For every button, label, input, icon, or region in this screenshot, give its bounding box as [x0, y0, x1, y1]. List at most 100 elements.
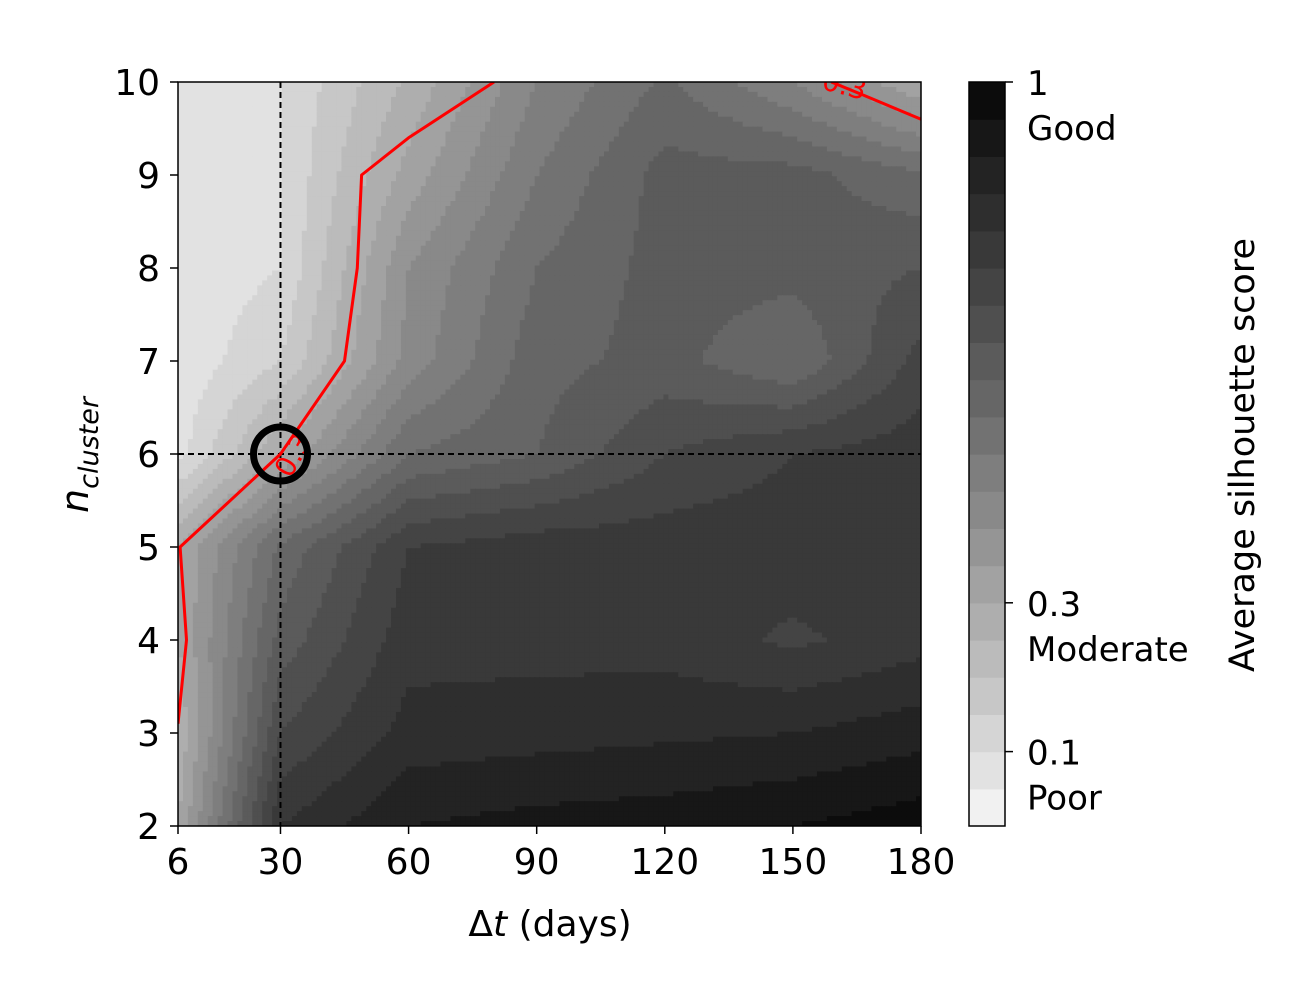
contour-cell [391, 82, 397, 88]
contour-cell [535, 146, 541, 152]
contour-cell [564, 92, 570, 98]
contour-cell [401, 171, 407, 177]
contour-cell [782, 236, 788, 242]
contour-cell [361, 122, 367, 128]
contour-cell [881, 151, 887, 157]
contour-cell [683, 221, 689, 227]
contour-cell [644, 92, 650, 98]
contour-cell [847, 127, 853, 133]
contour-cell [465, 132, 471, 138]
contour-cell [703, 221, 709, 227]
contour-cell [401, 122, 407, 128]
contour-cell [366, 241, 372, 247]
contour-cell [629, 186, 635, 192]
contour-cell [535, 211, 541, 217]
contour-cell [242, 146, 248, 152]
contour-cell [753, 132, 759, 138]
contour-cell [758, 176, 764, 182]
contour-cell [723, 132, 729, 138]
contour-cell [223, 231, 229, 237]
contour-cell [441, 216, 447, 222]
contour-cell [569, 231, 575, 237]
contour-cell [644, 87, 650, 93]
contour-cell [881, 176, 887, 182]
contour-cell [530, 92, 536, 98]
contour-cell [416, 191, 422, 197]
contour-cell [589, 171, 595, 177]
contour-cell [431, 241, 437, 247]
contour-cell [782, 231, 788, 237]
contour-cell [658, 151, 664, 157]
contour-cell [718, 166, 724, 172]
contour-cell [733, 127, 739, 133]
contour-cell [644, 226, 650, 232]
contour-cell [758, 196, 764, 202]
contour-cell [748, 211, 754, 217]
contour-cell [847, 137, 853, 143]
contour-cell [554, 82, 560, 88]
contour-cell [381, 87, 387, 93]
contour-cell [554, 181, 560, 187]
contour-cell [609, 201, 615, 207]
contour-cell [857, 181, 863, 187]
contour-cell [530, 216, 536, 222]
contour-cell [337, 146, 343, 152]
contour-cell [748, 231, 754, 237]
contour-cell [525, 216, 531, 222]
contour-cell [589, 191, 595, 197]
contour-cell [619, 211, 625, 217]
contour-cell [673, 82, 679, 88]
contour-cell [847, 122, 853, 128]
contour-cell [436, 127, 442, 133]
contour-cell [411, 216, 417, 222]
contour-cell [198, 236, 204, 242]
contour-cell [792, 132, 798, 138]
contour-cell [738, 146, 744, 152]
contour-cell [658, 122, 664, 128]
contour-cell [733, 97, 739, 103]
contour-cell [891, 151, 897, 157]
contour-cell [673, 112, 679, 118]
contour-cell [658, 82, 664, 88]
contour-cell [683, 97, 689, 103]
contour-cell [327, 206, 333, 212]
contour-cell [896, 161, 902, 167]
contour-cell [748, 201, 754, 207]
contour-cell [807, 87, 813, 93]
contour-cell [782, 166, 788, 172]
contour-cell [322, 146, 328, 152]
contour-cell [673, 236, 679, 242]
contour-cell [639, 191, 645, 197]
contour-cell [247, 181, 253, 187]
contour-cell [505, 241, 511, 247]
contour-cell [886, 156, 892, 162]
contour-cell [406, 146, 412, 152]
contour-cell [802, 196, 808, 202]
contour-cell [480, 161, 486, 167]
contour-cell [688, 151, 694, 157]
contour-cell [341, 166, 347, 172]
contour-cell [802, 191, 808, 197]
contour-cell [807, 216, 813, 222]
contour-cell [515, 161, 521, 167]
contour-cell [545, 221, 551, 227]
contour-cell [351, 122, 357, 128]
contour-cell [267, 211, 273, 217]
contour-cell [237, 137, 243, 143]
contour-cell [807, 221, 813, 227]
contour-cell [223, 176, 229, 182]
contour-cell [515, 82, 521, 88]
contour-cell [361, 151, 367, 157]
contour-cell [441, 211, 447, 217]
contour-cell [827, 107, 833, 113]
contour-cell [436, 176, 442, 182]
contour-cell [337, 107, 343, 113]
contour-cell [470, 181, 476, 187]
contour-cell [455, 82, 461, 88]
contour-cell [515, 122, 521, 128]
contour-cell [317, 226, 323, 232]
contour-cell [901, 241, 907, 247]
contour-cell [495, 241, 501, 247]
contour-cell [386, 181, 392, 187]
contour-cell [198, 176, 204, 182]
